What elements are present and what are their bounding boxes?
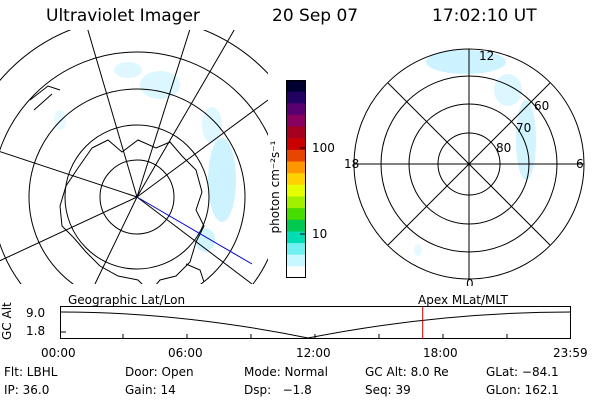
colorbar-units: photon cm⁻²s⁻¹ <box>268 140 282 234</box>
mlt-label-0: 0 <box>466 277 474 286</box>
time-tick-0000: 00:00 <box>41 346 76 360</box>
geographic-map <box>0 30 268 284</box>
colorbar-band <box>286 161 306 174</box>
altitude-tick-high: 9.0 <box>26 306 46 320</box>
colorbar-tick-10: 10 <box>312 227 328 241</box>
colorbar-band <box>286 91 306 104</box>
glat-readout: GLat: −84.1 <box>486 365 559 379</box>
altitude-plot <box>60 306 572 339</box>
filter-readout: Flt: LBHL <box>4 365 58 379</box>
spin-axis-line <box>136 196 253 265</box>
time-tick-2359: 23:59 <box>553 346 588 360</box>
mlt-label-18: 18 <box>344 157 359 171</box>
colorbar-band <box>286 243 306 256</box>
colorbar-band <box>286 173 306 186</box>
door-readout: Door: Open <box>125 365 194 379</box>
mode-readout: Mode: Normal <box>244 365 328 379</box>
colorbar-band <box>286 184 306 198</box>
date-label: 20 Sep 07 <box>272 6 359 26</box>
altitude-axis-label: GC Alt <box>0 302 14 340</box>
dsp-readout: Dsp: −1.8 <box>244 383 312 397</box>
time-tick-1800: 18:00 <box>423 346 458 360</box>
right-projection-label: Apex MLat/MLT <box>418 293 508 307</box>
colorbar-band <box>286 208 306 221</box>
altitude-curve <box>60 311 572 339</box>
time-label: 17:02:10 UT <box>432 6 537 26</box>
colorbar-tick-100: 100 <box>312 141 335 155</box>
aurora-emission-magnetic <box>414 50 536 256</box>
colorbar-band <box>286 80 306 93</box>
colorbar-band <box>286 196 306 209</box>
seq-readout: Seq: 39 <box>365 383 411 397</box>
mlt-label-12: 12 <box>479 49 494 63</box>
gain-readout: Gain: 14 <box>125 383 176 397</box>
colorbar-band <box>286 138 306 151</box>
gc-alt-readout: GC Alt: 8.0 Re <box>365 365 449 379</box>
ip-readout: IP: 36.0 <box>4 383 50 397</box>
altitude-tick-low: 1.8 <box>26 324 46 338</box>
colorbar-band <box>286 266 306 278</box>
time-tick-0600: 06:00 <box>168 346 203 360</box>
colorbar-band <box>286 254 306 267</box>
colorbar-band <box>286 219 306 233</box>
colorbar <box>286 80 306 278</box>
colorbar-band <box>286 231 306 244</box>
glon-readout: GLon: 162.1 <box>486 383 559 397</box>
mlat-label-60: 60 <box>534 99 549 113</box>
colorbar-band <box>286 126 306 139</box>
colorbar-band <box>286 103 306 116</box>
colorbar-band <box>286 149 306 163</box>
magnetic-map: 12 18 6 0 60 70 80 <box>344 48 585 286</box>
instrument-title: Ultraviolet Imager <box>46 6 200 26</box>
mlat-label-80: 80 <box>496 141 511 155</box>
continent-outline <box>59 139 205 284</box>
aurora-emission <box>54 62 236 252</box>
mlt-label-6: 6 <box>576 157 584 171</box>
mlat-label-70: 70 <box>516 121 531 135</box>
left-projection-label: Geographic Lat/Lon <box>68 293 186 307</box>
colorbar-band <box>286 114 306 128</box>
time-tick-1200: 12:00 <box>296 346 331 360</box>
